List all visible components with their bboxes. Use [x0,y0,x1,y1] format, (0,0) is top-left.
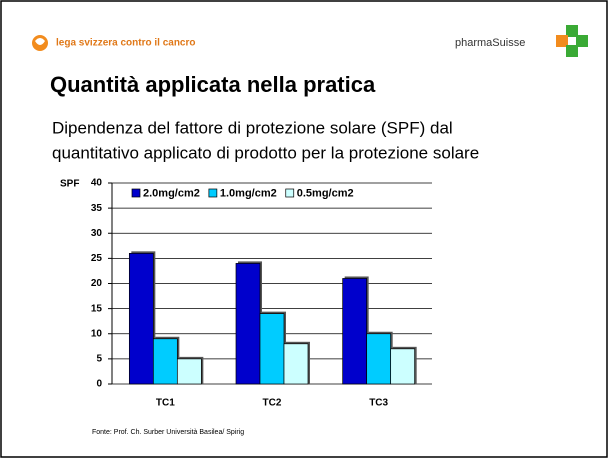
x-tick-label: TC3 [369,398,388,409]
x-tick-label: TC2 [263,398,282,409]
y-tick-label: 25 [91,253,103,264]
bar [342,278,368,385]
legend-label: 0.5mg/cm2 [297,187,354,199]
source: Fonte: Prof. Ch. Surber Università Basil… [92,429,244,436]
bar [283,343,309,385]
legend-swatch [131,188,141,198]
brand-icon-mark [35,38,45,45]
bar [128,253,154,385]
logo-text: pharmaSuisse [455,37,525,49]
legend-swatch [208,188,218,198]
legend-box [128,185,428,201]
brand-text: lega svizzera contro il cancro [56,38,196,49]
slide-title: Quantità applicata nella pratica [50,72,376,97]
bar [390,348,416,385]
bar [366,333,392,385]
legend-label: 1.0mg/cm2 [220,187,277,199]
bar [235,263,261,385]
logo-cross [556,25,588,57]
bar [176,358,202,385]
y-tick-label: 10 [91,328,103,339]
y-tick-label: 30 [91,228,103,239]
bar [259,313,285,385]
y-tick-label: 0 [96,379,102,390]
bar [152,338,178,385]
y-tick-label: 35 [91,203,103,214]
y-tick-label: 5 [96,354,102,365]
subtitle-line: quantitativo applicato di prodotto per l… [52,143,479,162]
y-axis-label: SPF [60,179,79,190]
legend-swatch [285,188,295,198]
subtitle-line: Dipendenza del fattore di protezione sol… [52,118,453,137]
y-tick-label: 15 [91,303,103,314]
y-tick-label: 40 [91,178,103,189]
legend-label: 2.0mg/cm2 [143,187,200,199]
y-tick-label: 20 [91,278,103,289]
x-tick-label: TC1 [156,398,175,409]
